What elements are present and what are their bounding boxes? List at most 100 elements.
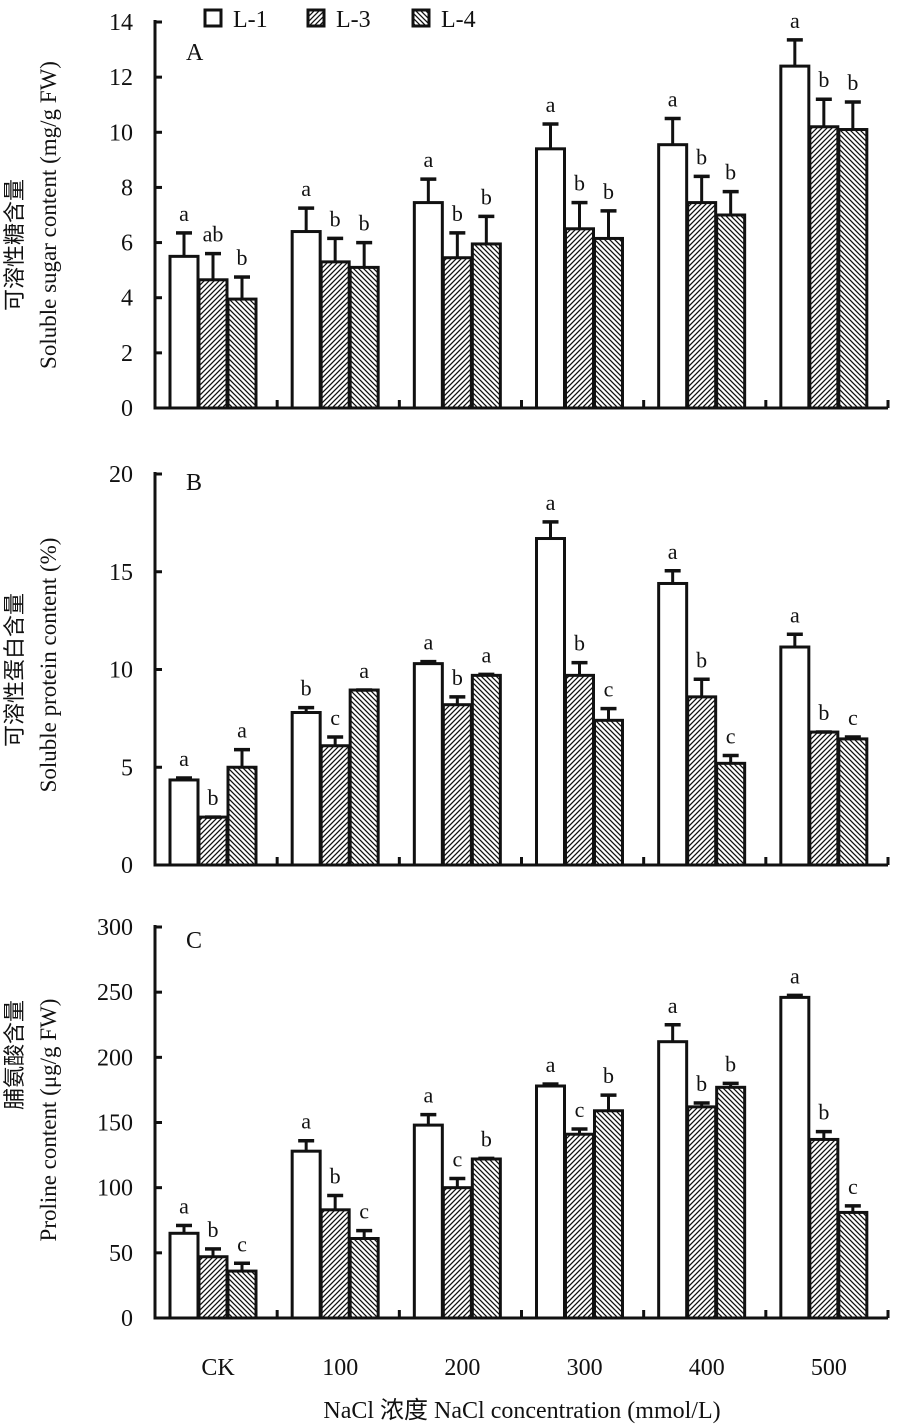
bar-l3: [808, 125, 840, 410]
significance-letter: c: [575, 1097, 585, 1122]
significance-letter: b: [725, 1051, 736, 1076]
bar-l4: [470, 1157, 502, 1320]
y-tick-label: 0: [121, 853, 133, 879]
bar-l1: [657, 581, 689, 867]
legend-swatch-back-hatch: [411, 8, 431, 28]
y-tick-label: 100: [97, 1176, 133, 1202]
x-tick-label: 500: [811, 1355, 847, 1381]
bar-l3: [686, 695, 718, 867]
significance-letter: b: [301, 676, 312, 701]
significance-letter: b: [818, 1100, 829, 1125]
legend-swatch-forward-hatch: [306, 8, 326, 28]
significance-letter: b: [603, 1063, 614, 1088]
bar-l4: [715, 213, 747, 410]
bar-l3: [197, 815, 229, 867]
panel-c: C 脯氨酸含量 Proline content (μg/g FW) a a a a a a…: [2, 915, 890, 1332]
bar-l3: [808, 1137, 840, 1320]
significance-letter: c: [848, 705, 858, 730]
bar-l4: [837, 737, 869, 867]
bar-l3: [319, 1208, 351, 1320]
significance-letter: b: [725, 160, 736, 185]
bar-l4: [593, 1109, 624, 1320]
legend-item-l1: L-1: [203, 7, 268, 33]
significance-letter: b: [481, 184, 492, 209]
legend-item-l4: L-4: [411, 7, 476, 33]
panel-label: A: [186, 40, 204, 66]
bar-l3: [197, 1255, 229, 1320]
significance-letter: ab: [203, 222, 224, 247]
bar-l1: [168, 1231, 200, 1320]
significance-letter: b: [359, 211, 370, 236]
y-tick-label: 250: [97, 980, 133, 1006]
bar-l3: [441, 256, 473, 410]
bar-l4: [226, 1269, 258, 1320]
bar-l3: [808, 730, 840, 867]
bar-l1: [412, 1123, 444, 1320]
bar-l3: [564, 227, 595, 410]
legend-label: L-4: [441, 7, 476, 33]
bar-l4: [470, 673, 502, 867]
bar-l3: [686, 1105, 718, 1320]
y-axis-label-cn: 脯氨酸含量: [2, 1000, 27, 1110]
significance-letter: b: [481, 1126, 492, 1151]
bar-l4: [715, 761, 747, 867]
bar-l1: [535, 147, 566, 410]
bar-l1: [290, 711, 322, 867]
bar-l1: [535, 1084, 566, 1320]
significance-letter: a: [668, 993, 678, 1018]
bar-l1: [290, 1149, 322, 1320]
y-tick-label: 12: [109, 65, 133, 91]
bar-l4: [348, 1236, 380, 1320]
bar-l4: [837, 1210, 869, 1320]
x-tick-label: 400: [689, 1355, 725, 1381]
significance-letter: b: [330, 1163, 341, 1188]
bar-l3: [441, 1186, 473, 1320]
y-tick-label: 5: [121, 755, 133, 781]
bar-l1: [290, 230, 322, 410]
significance-letter: b: [452, 201, 463, 226]
significance-letter: b: [574, 631, 585, 656]
significance-letter: b: [696, 1071, 707, 1096]
panel-b: B 可溶性蛋白含量 Soluble protein content (%) ab…: [2, 462, 890, 879]
significance-letter: a: [301, 176, 311, 201]
x-tick-label: 200: [444, 1355, 480, 1381]
legend-item-l3: L-3: [306, 7, 371, 33]
significance-letter: b: [574, 171, 585, 196]
significance-letter: b: [452, 665, 463, 690]
significance-letter: a: [423, 1083, 433, 1108]
x-tick-label: 300: [567, 1355, 603, 1381]
panel-label: C: [186, 928, 202, 954]
significance-letter: a: [301, 1109, 311, 1134]
bar-l3: [319, 260, 351, 410]
significance-letter: a: [668, 87, 678, 112]
panel-a: A 可溶性糖含量 Soluble sugar content (mg/g FW)…: [2, 8, 890, 422]
bar-l1: [657, 1040, 689, 1320]
y-tick-label: 200: [97, 1045, 133, 1071]
y-axis-label: Soluble protein content (%): [36, 538, 61, 793]
significance-letter: b: [208, 785, 219, 810]
y-axis-label: Proline content (μg/g FW): [36, 999, 61, 1242]
significance-letter: a: [481, 642, 491, 667]
bar-l4: [226, 765, 258, 867]
bar-l3: [564, 673, 595, 867]
significance-letter: c: [330, 705, 340, 730]
y-axis-label: Soluble sugar content (mg/g FW): [36, 61, 61, 369]
significance-letter: a: [668, 539, 678, 564]
panel-label: B: [186, 470, 202, 496]
x-tick-label: CK: [201, 1355, 235, 1381]
significance-letter: a: [546, 1052, 556, 1077]
significance-letter: a: [359, 658, 369, 683]
bar-l1: [779, 64, 811, 410]
significance-letter: c: [848, 1174, 858, 1199]
y-tick-label: 300: [97, 915, 133, 941]
significance-letter: a: [237, 718, 247, 743]
y-tick-label: 0: [121, 396, 133, 422]
significance-letter: a: [546, 92, 556, 117]
bar-l4: [593, 236, 624, 410]
significance-letter: a: [546, 490, 556, 515]
bar-l3: [686, 201, 718, 410]
legend-label: L-3: [336, 7, 371, 33]
significance-letter: b: [696, 144, 707, 169]
significance-letter: c: [452, 1147, 462, 1172]
